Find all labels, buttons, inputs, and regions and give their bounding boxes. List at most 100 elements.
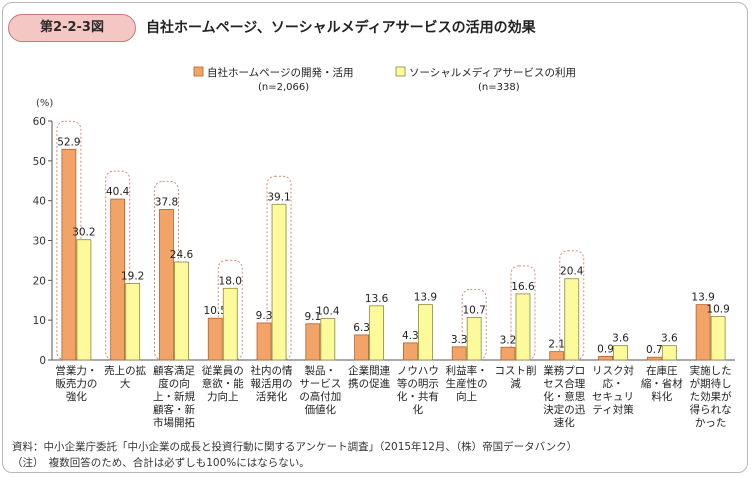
data-label-homepage: 3.2: [500, 334, 517, 346]
x-category-label: 製品・サービスの高付加価値化: [299, 364, 341, 416]
highlight-box: [559, 250, 585, 361]
x-category-label-line: の高付加: [299, 390, 341, 403]
data-label-social: 24.6: [170, 249, 194, 261]
x-category-label-line: 等の明示: [397, 377, 439, 390]
x-category-label-line: 実施した: [690, 364, 732, 377]
bar-social: [320, 318, 336, 361]
footnote: （注） 複数回答のため、合計は必ずしも100%にはならない。: [12, 457, 310, 469]
x-category-label-line: 売上の拡: [104, 364, 146, 377]
x-category-label: 実施したが期待した効果が得られなかった: [690, 364, 732, 429]
data-label-homepage: 2.1: [548, 339, 565, 351]
y-tick-label: 0: [39, 355, 46, 367]
bar-social: [222, 287, 238, 361]
y-tick-label: 20: [33, 275, 46, 287]
bar-homepage: [646, 356, 662, 361]
bar-homepage: [207, 317, 223, 361]
x-category-label-line: 利益率・: [446, 364, 488, 377]
bar-social: [174, 261, 189, 361]
bar-homepage: [695, 304, 711, 361]
y-tick-label: 30: [33, 236, 46, 248]
x-category-label-line: 減: [510, 377, 521, 390]
x-category-label-line: 意欲・能: [202, 377, 244, 390]
x-category-label-line: 力向上: [207, 390, 239, 403]
x-category-label: 利益率・生産性の向上: [446, 364, 488, 403]
x-category-label: コスト削減: [494, 364, 536, 390]
bar-homepage: [110, 198, 126, 361]
highlight-box: [510, 265, 536, 361]
x-category-label-line: 強化: [66, 390, 87, 403]
x-category-label: 顧客満足度の向上・新規顧客・新市場開拓: [153, 364, 195, 429]
data-label-social: 10.4: [316, 306, 340, 318]
x-category-label-line: コスト削: [494, 364, 536, 377]
x-category-label-line: 企業間連: [348, 364, 390, 377]
x-category-label-line: ティ対策: [592, 403, 634, 416]
x-category-label-line: 化: [413, 403, 424, 416]
x-category-label-line: 営業力・: [55, 364, 97, 377]
bar-homepage: [159, 209, 174, 361]
data-label-social: 13.9: [414, 292, 437, 304]
bar-social: [271, 203, 287, 361]
data-label-social: 3.6: [661, 333, 678, 345]
x-category-label-line: 在庫圧: [646, 364, 678, 377]
legend-label-social: ソーシャルメディアサービスの利用: [409, 66, 576, 79]
x-category-label-line: た効果が: [690, 390, 732, 403]
x-category-label-line: 製品・: [305, 364, 337, 377]
data-label-homepage: 9.1: [304, 311, 321, 323]
bar-homepage: [256, 322, 272, 361]
bar-social: [515, 293, 531, 361]
bar-social: [417, 304, 433, 361]
bar-homepage: [500, 346, 516, 361]
x-category-label-line: 業務プロ: [543, 364, 585, 377]
x-category-label-line: 活発化: [256, 390, 288, 403]
x-category-label: 業務プロセス合理化・意思決定の迅速化: [543, 364, 585, 429]
x-category-label-line: 料化: [651, 390, 672, 403]
data-label-homepage: 13.9: [691, 292, 714, 304]
bar-homepage: [451, 346, 467, 361]
x-category-label-line: 顧客満足: [153, 364, 195, 377]
data-label-social: 30.2: [72, 227, 95, 239]
legend-n-homepage: (n=2,066): [258, 82, 309, 93]
data-label-homepage: 3.3: [451, 334, 468, 346]
bar-social: [710, 316, 726, 361]
bar-social: [125, 283, 141, 361]
data-label-homepage: 10.5: [204, 305, 227, 317]
x-category-label-line: 化・意思: [543, 390, 585, 403]
data-label-social: 3.6: [612, 333, 629, 345]
x-category-label-line: 従業員の: [202, 364, 244, 377]
x-category-label: 在庫圧縮・省材料化: [641, 364, 683, 403]
data-label-social: 16.6: [511, 281, 535, 293]
x-category-label: 売上の拡大: [104, 364, 146, 390]
x-category-label-line: セス合理: [543, 377, 585, 390]
x-category-label-line: 価値化: [305, 403, 337, 416]
data-label-homepage: 52.9: [57, 136, 80, 148]
data-label-social: 20.4: [560, 266, 584, 278]
x-category-label-line: が期待し: [690, 377, 732, 390]
x-category-label-line: 度の向: [158, 377, 190, 390]
data-label-homepage: 9.3: [256, 310, 273, 322]
data-label-homepage: 6.3: [353, 322, 370, 334]
x-category-label-line: 社内の情: [251, 364, 293, 377]
figure-frame: [2, 2, 748, 473]
x-category-label-line: 生産性の: [446, 377, 488, 390]
y-tick-label: 10: [33, 315, 46, 327]
x-category-label-line: 縮・省材: [641, 377, 683, 390]
data-label-social: 39.1: [267, 191, 290, 203]
x-category-label-line: 上・新規: [153, 390, 195, 403]
bar-homepage: [549, 351, 565, 361]
data-label-homepage: 4.3: [402, 330, 419, 342]
x-category-label: 企業間連携の促進: [348, 364, 390, 390]
bar-social: [613, 345, 628, 361]
x-category-label-line: 大: [120, 377, 131, 390]
figure-title: 自社ホームページ、ソーシャルメディアサービスの活用の効果: [146, 20, 536, 36]
x-category-label: 営業力・販売力の強化: [55, 364, 97, 403]
highlight-box: [461, 288, 487, 361]
source-note: 資料：中小企業庁委託「中小企業の成長と投資行動に関するアンケート調査」（2015…: [12, 441, 578, 453]
x-category-label: 従業員の意欲・能力向上: [202, 364, 244, 403]
bar-social: [661, 345, 677, 361]
x-category-label-line: リスク対: [592, 364, 634, 377]
data-label-homepage: 0.7: [646, 344, 663, 356]
y-tick-label: 40: [33, 196, 46, 208]
x-category-label-line: 向上: [456, 390, 477, 403]
x-category-label: 社内の情報活用の活発化: [251, 364, 293, 403]
x-category-label: ノウハウ等の明示化・共有化: [397, 365, 439, 416]
